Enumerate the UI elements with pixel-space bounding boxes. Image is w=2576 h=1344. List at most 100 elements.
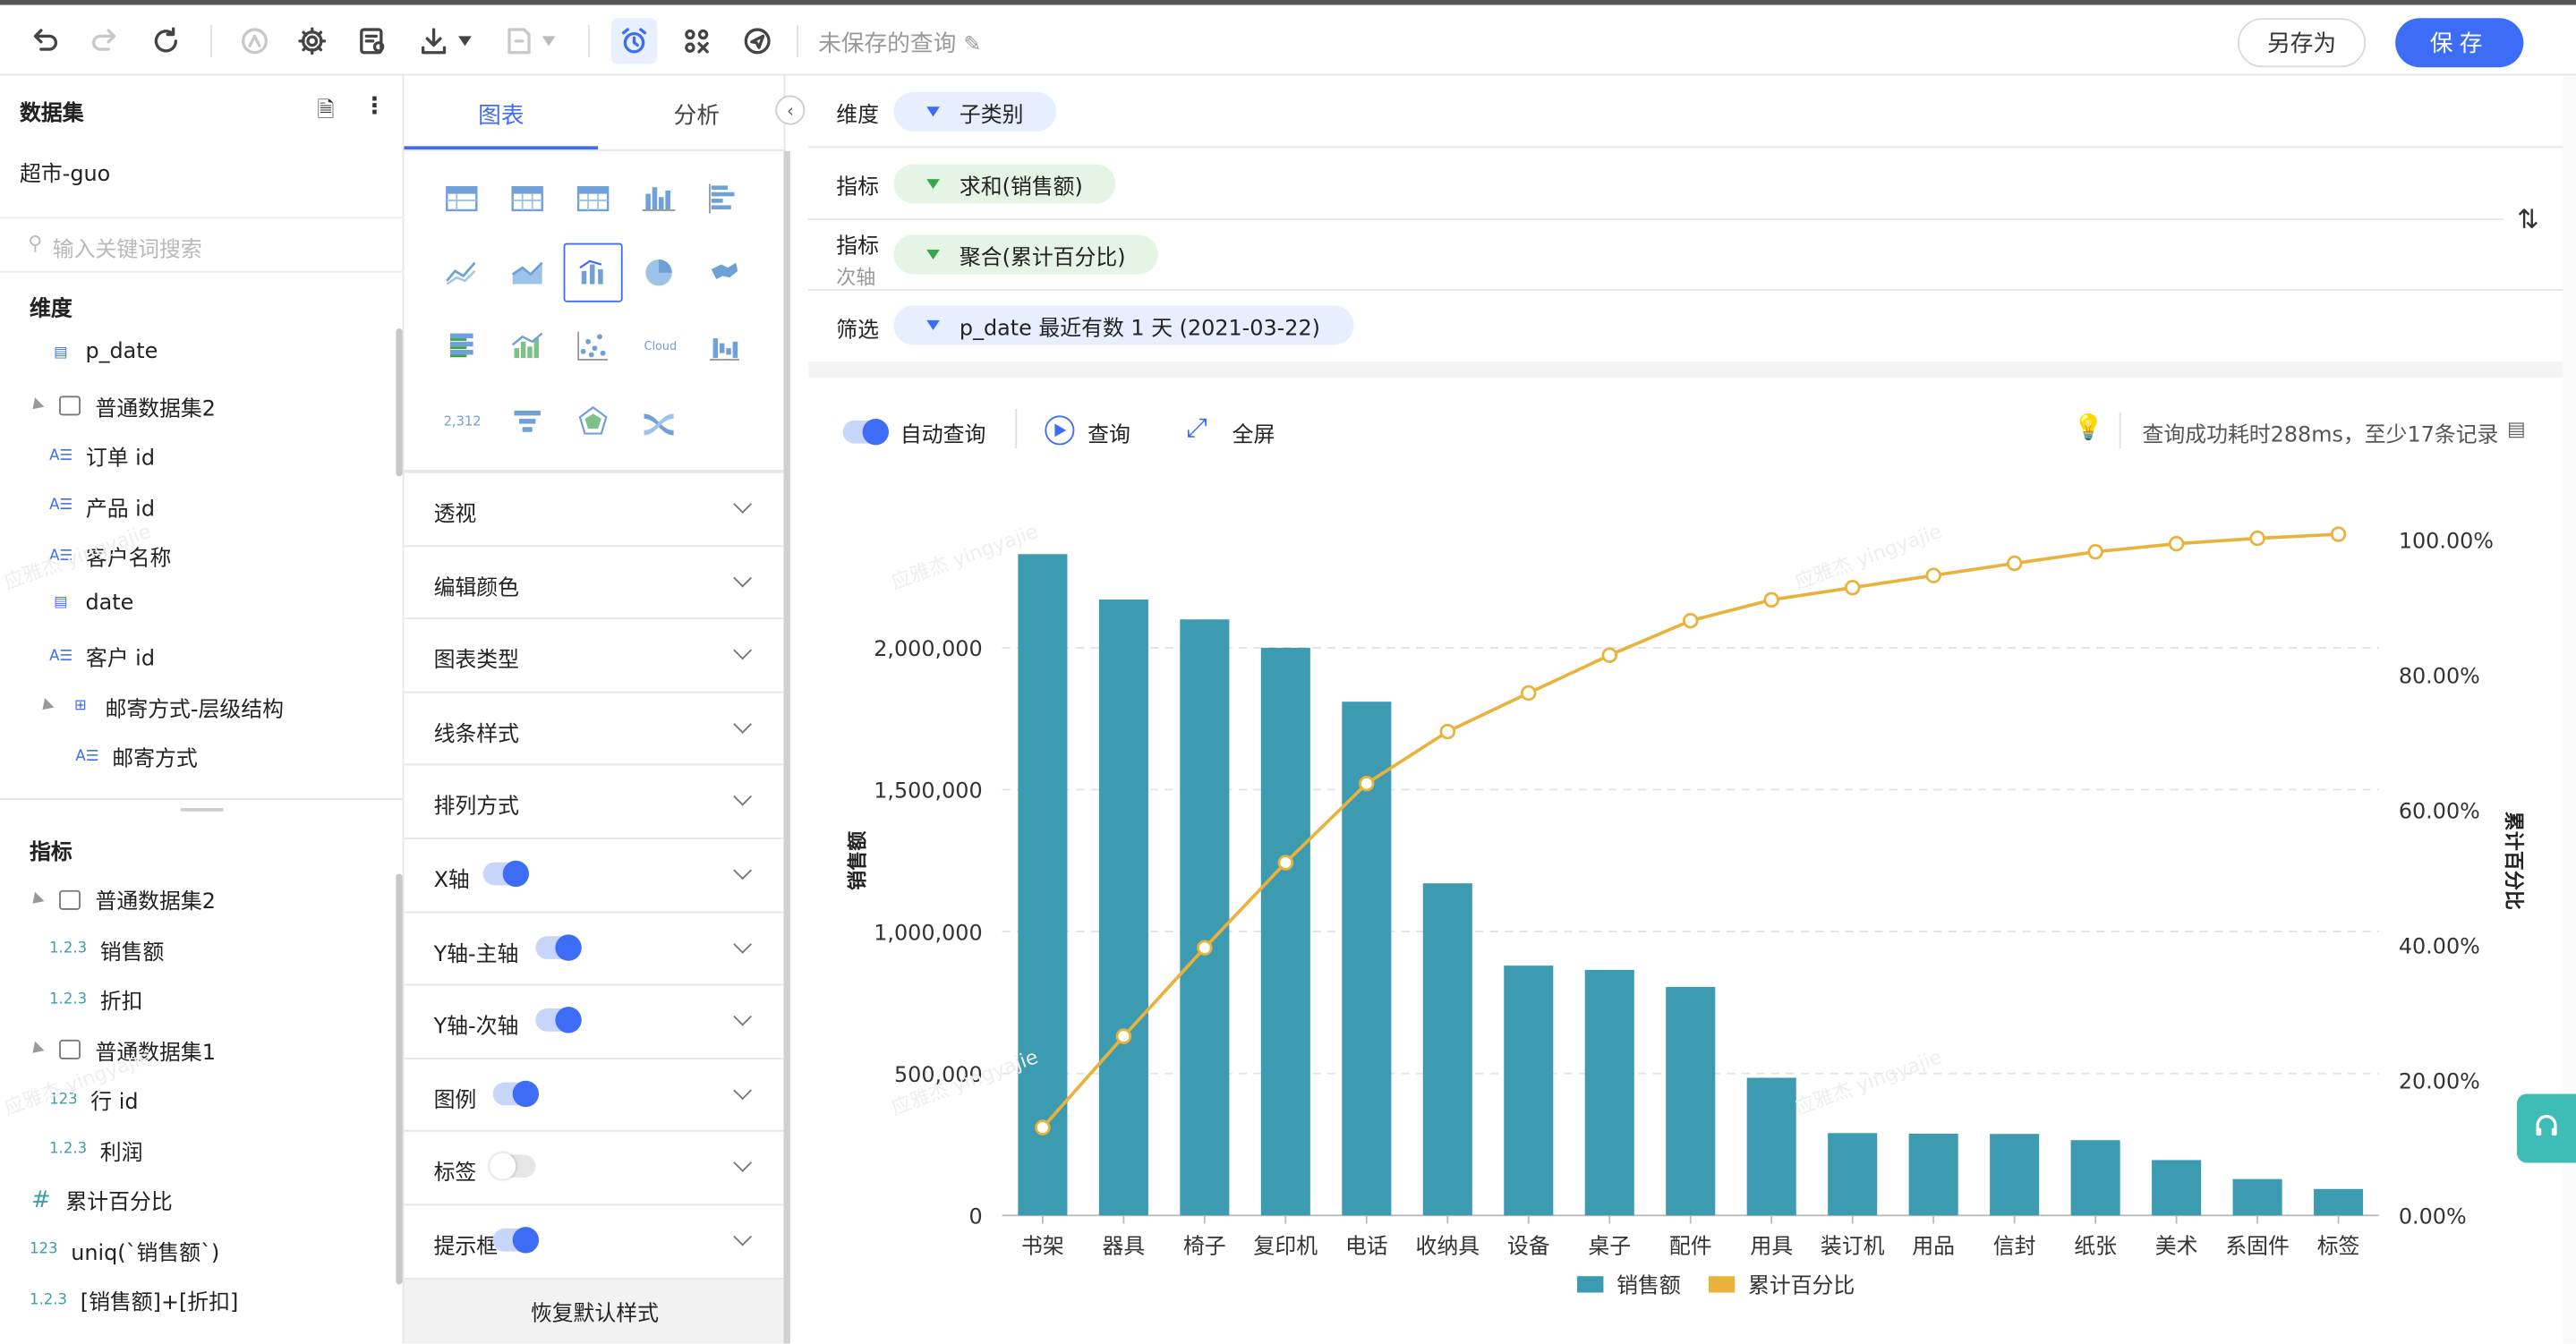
- chevron-down-icon[interactable]: [542, 36, 556, 47]
- download-icon[interactable]: [411, 18, 456, 64]
- area-chart-icon[interactable]: [503, 248, 552, 297]
- cross-table-icon[interactable]: [568, 174, 618, 224]
- chevron-down-icon[interactable]: [733, 1153, 753, 1173]
- filter-pill[interactable]: p_date 最近有数 1 天 (2021-03-22): [893, 305, 1353, 345]
- line-chart-icon[interactable]: [437, 248, 486, 297]
- legend-label[interactable]: 累计百分比: [1748, 1273, 1855, 1298]
- style-section[interactable]: 线条样式: [404, 691, 786, 765]
- settings-scrollbar[interactable]: [783, 150, 790, 1344]
- bar[interactable]: [1746, 1077, 1796, 1216]
- bar[interactable]: [1180, 619, 1230, 1216]
- line-point[interactable]: [2168, 535, 2185, 552]
- line-point[interactable]: [1277, 855, 1294, 871]
- line-point[interactable]: [2087, 543, 2103, 560]
- chevron-down-icon[interactable]: [733, 861, 753, 880]
- tree-item[interactable]: 普通数据集2: [28, 883, 216, 914]
- panel-resize-handle[interactable]: [180, 808, 224, 812]
- section-toggle[interactable]: [482, 860, 530, 888]
- save-button[interactable]: 保存: [2395, 18, 2524, 68]
- tree-item[interactable]: 普通数据集2: [28, 390, 216, 421]
- bar[interactable]: [1422, 883, 1472, 1216]
- line-point[interactable]: [1683, 612, 1699, 629]
- chevron-down-icon[interactable]: [733, 641, 753, 660]
- line-point[interactable]: [1601, 647, 1617, 663]
- bar[interactable]: [1098, 600, 1148, 1216]
- more-vertical-icon[interactable]: ⋮: [363, 93, 387, 120]
- line-point[interactable]: [1439, 723, 1456, 740]
- query-list-icon[interactable]: [350, 18, 396, 64]
- tree-item[interactable]: 123 uniq(`销售额`): [30, 1234, 219, 1266]
- chevron-down-icon[interactable]: [733, 1081, 753, 1100]
- chevron-down-icon[interactable]: [733, 1227, 753, 1246]
- gear-icon[interactable]: [289, 18, 335, 64]
- sankey-icon[interactable]: [635, 397, 684, 447]
- legend-swatch-line[interactable]: [1708, 1276, 1736, 1293]
- help-button[interactable]: [2516, 1093, 2576, 1163]
- collapse-panel-button[interactable]: ‹: [775, 95, 806, 125]
- fullscreen-icon[interactable]: ⤢: [1186, 412, 1207, 444]
- map-icon[interactable]: [700, 248, 749, 297]
- chevron-down-icon[interactable]: [733, 787, 753, 807]
- style-section[interactable]: 标签: [404, 1130, 786, 1205]
- line-point[interactable]: [1844, 579, 1861, 596]
- tree-item[interactable]: A☰ 订单 id: [49, 440, 155, 472]
- tree-item[interactable]: 1.2.3 [销售额]+[折扣]: [30, 1284, 238, 1316]
- tree-item[interactable]: 1.2.3 销售额: [49, 933, 164, 965]
- tree-item[interactable]: A☰ 邮寄方式: [75, 741, 197, 772]
- dataset-name[interactable]: 超市-guo: [20, 162, 111, 188]
- combo-chart-icon[interactable]: [563, 242, 623, 302]
- kpi-number-icon[interactable]: 2,312: [437, 397, 486, 447]
- line-point[interactable]: [1925, 567, 1941, 583]
- bar[interactable]: [1504, 965, 1554, 1216]
- chevron-down-icon[interactable]: [458, 36, 472, 47]
- pie-chart-icon[interactable]: [635, 248, 684, 297]
- apps-icon[interactable]: [674, 18, 720, 64]
- style-section[interactable]: 提示框: [404, 1204, 786, 1278]
- tree-item[interactable]: 1.2.3 利润: [49, 1134, 142, 1166]
- tree-item[interactable]: A☰ 客户名称: [49, 540, 171, 572]
- measures-scrollbar[interactable]: [396, 873, 403, 1285]
- chevron-down-icon[interactable]: [733, 714, 753, 734]
- undo-icon[interactable]: [21, 18, 67, 64]
- legend-label[interactable]: 销售额: [1616, 1273, 1681, 1298]
- tree-item[interactable]: A☰ 产品 id: [49, 490, 155, 522]
- section-toggle[interactable]: [492, 1080, 540, 1107]
- bar[interactable]: [1018, 554, 1068, 1216]
- save-as-button[interactable]: 另存为: [2237, 18, 2367, 68]
- field-search-input[interactable]: ⚲ 输入关键词搜索: [0, 217, 405, 273]
- swap-axes-icon[interactable]: ⇅: [2516, 203, 2539, 235]
- line-point[interactable]: [2330, 526, 2347, 542]
- measure-pill[interactable]: 求和(销售额): [893, 164, 1116, 204]
- bar[interactable]: [1584, 969, 1634, 1216]
- bar[interactable]: [2314, 1188, 2364, 1216]
- style-section[interactable]: Y轴-次轴: [404, 983, 786, 1059]
- play-icon[interactable]: [1045, 415, 1075, 446]
- style-section[interactable]: 透视: [404, 471, 786, 546]
- page-scrollbar[interactable]: [2563, 75, 2576, 1344]
- funnel-icon[interactable]: [503, 397, 552, 447]
- section-toggle[interactable]: [489, 1153, 536, 1180]
- send-icon[interactable]: [734, 18, 780, 64]
- radar-icon[interactable]: [568, 397, 618, 447]
- bar[interactable]: [1260, 647, 1310, 1216]
- line-point[interactable]: [2249, 530, 2265, 547]
- alert-icon[interactable]: [232, 18, 277, 64]
- style-section[interactable]: 编辑颜色: [404, 544, 786, 619]
- bar[interactable]: [1990, 1134, 2040, 1216]
- chevron-down-icon[interactable]: [733, 495, 753, 514]
- lightbulb-icon[interactable]: 💡: [2073, 412, 2104, 442]
- tab-chart[interactable]: 图表: [478, 103, 525, 131]
- redo-icon[interactable]: [82, 18, 128, 64]
- stacked-bar-icon[interactable]: [437, 322, 486, 371]
- bar[interactable]: [2070, 1140, 2120, 1216]
- word-cloud-icon[interactable]: Cloud: [635, 322, 684, 371]
- scatter-icon[interactable]: [568, 322, 618, 371]
- reset-style-button[interactable]: 恢复默认样式: [404, 1278, 786, 1344]
- section-toggle[interactable]: [535, 1007, 582, 1034]
- section-toggle[interactable]: [535, 933, 582, 961]
- waterfall-icon[interactable]: [700, 322, 749, 371]
- section-toggle[interactable]: [492, 1227, 540, 1254]
- line-point[interactable]: [1763, 591, 1779, 608]
- tree-item[interactable]: ▤ p_date: [49, 340, 158, 365]
- expand-caret-icon[interactable]: [28, 397, 45, 414]
